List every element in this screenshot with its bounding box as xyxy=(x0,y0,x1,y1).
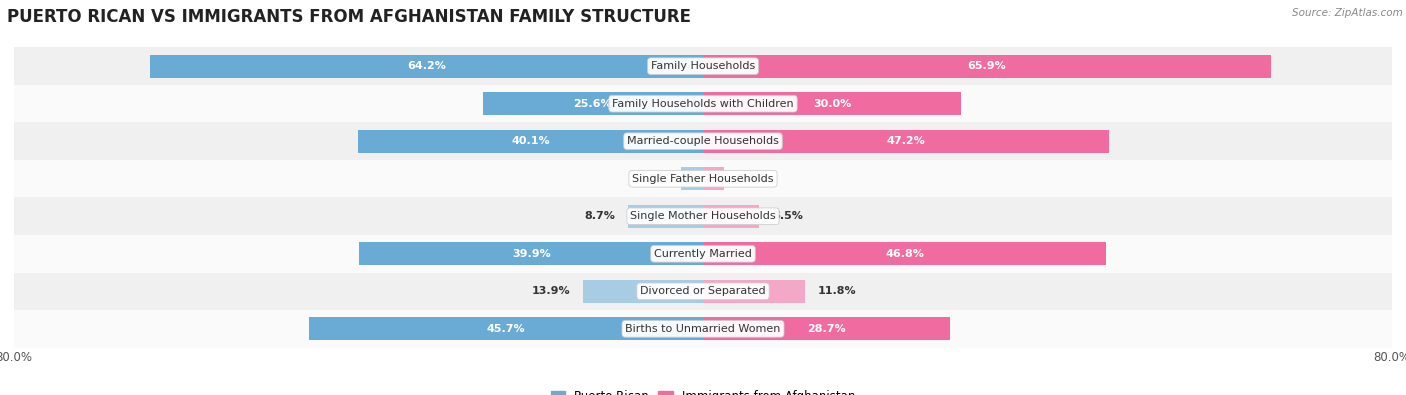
Bar xyxy=(150,55,703,78)
Bar xyxy=(583,280,703,303)
Text: Married-couple Households: Married-couple Households xyxy=(627,136,779,146)
Text: 13.9%: 13.9% xyxy=(531,286,571,296)
Text: Family Households with Children: Family Households with Children xyxy=(612,99,794,109)
Bar xyxy=(14,85,1392,122)
Bar xyxy=(703,317,950,340)
Bar xyxy=(703,242,1107,265)
Text: 80.0%: 80.0% xyxy=(1374,352,1406,364)
Text: 8.7%: 8.7% xyxy=(585,211,616,221)
Text: 40.1%: 40.1% xyxy=(510,136,550,146)
Bar xyxy=(360,242,703,265)
Text: 64.2%: 64.2% xyxy=(408,61,446,71)
Bar xyxy=(14,122,1392,160)
Text: Currently Married: Currently Married xyxy=(654,249,752,259)
Bar xyxy=(309,317,703,340)
Text: Births to Unmarried Women: Births to Unmarried Women xyxy=(626,324,780,334)
Bar xyxy=(703,55,1271,78)
Text: 30.0%: 30.0% xyxy=(813,99,851,109)
Text: 28.7%: 28.7% xyxy=(807,324,846,334)
Text: 25.6%: 25.6% xyxy=(574,99,612,109)
Bar xyxy=(14,198,1392,235)
Bar xyxy=(14,47,1392,85)
Text: Source: ZipAtlas.com: Source: ZipAtlas.com xyxy=(1292,8,1403,18)
Bar xyxy=(703,130,1109,153)
Text: 45.7%: 45.7% xyxy=(486,324,526,334)
Text: 80.0%: 80.0% xyxy=(0,352,32,364)
Bar xyxy=(14,310,1392,348)
Bar xyxy=(703,280,804,303)
Bar xyxy=(628,205,703,228)
Bar xyxy=(703,205,759,228)
Text: Single Father Households: Single Father Households xyxy=(633,174,773,184)
Text: Family Households: Family Households xyxy=(651,61,755,71)
Text: 39.9%: 39.9% xyxy=(512,249,551,259)
Text: Divorced or Separated: Divorced or Separated xyxy=(640,286,766,296)
Bar xyxy=(14,160,1392,198)
Bar xyxy=(14,235,1392,273)
Text: Single Mother Households: Single Mother Households xyxy=(630,211,776,221)
Text: 65.9%: 65.9% xyxy=(967,61,1007,71)
Text: PUERTO RICAN VS IMMIGRANTS FROM AFGHANISTAN FAMILY STRUCTURE: PUERTO RICAN VS IMMIGRANTS FROM AFGHANIS… xyxy=(7,8,690,26)
Text: 46.8%: 46.8% xyxy=(886,249,924,259)
Text: 6.5%: 6.5% xyxy=(772,211,803,221)
Bar xyxy=(681,167,703,190)
Bar xyxy=(482,92,703,115)
Text: 47.2%: 47.2% xyxy=(887,136,925,146)
Bar xyxy=(14,273,1392,310)
Bar xyxy=(703,167,724,190)
Legend: Puerto Rican, Immigrants from Afghanistan: Puerto Rican, Immigrants from Afghanista… xyxy=(546,385,860,395)
Bar xyxy=(357,130,703,153)
Bar xyxy=(703,92,962,115)
Text: 2.4%: 2.4% xyxy=(737,174,768,184)
Text: 11.8%: 11.8% xyxy=(817,286,856,296)
Text: 2.6%: 2.6% xyxy=(637,174,668,184)
